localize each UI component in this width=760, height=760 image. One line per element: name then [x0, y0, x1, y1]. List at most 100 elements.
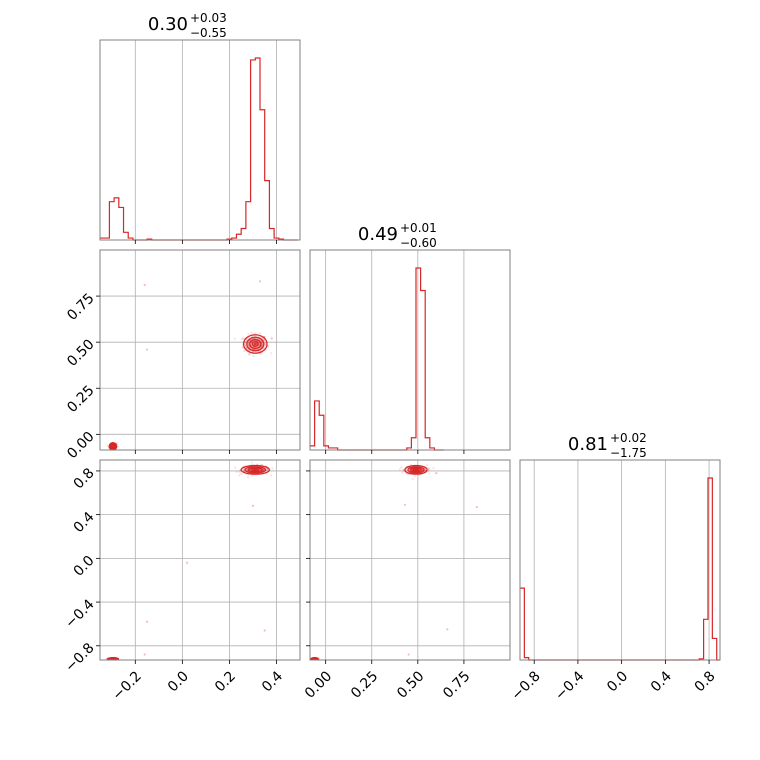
scatter-outlier — [251, 350, 255, 353]
panel-title: 0.30 +0.03−0.55 — [148, 11, 227, 40]
scatter-point — [251, 461, 254, 464]
scatter-point — [426, 464, 429, 467]
scatter-point — [243, 341, 247, 344]
contour-level-2 — [244, 466, 267, 474]
histogram-step-line — [310, 267, 444, 451]
y-tick-label: 0.25 — [64, 383, 97, 416]
scatter-point — [238, 474, 241, 477]
contour-level-2 — [407, 466, 425, 474]
scatter-point — [248, 352, 251, 355]
scatter-outlier — [143, 653, 146, 656]
scatter-point — [261, 343, 264, 346]
density-peak — [253, 342, 257, 346]
y-tick-label: 0.00 — [64, 429, 97, 462]
density-peak — [111, 658, 114, 660]
scatter-point — [398, 468, 401, 471]
scatter-point — [247, 341, 250, 344]
contour-level-4 — [110, 657, 116, 660]
title-upper-error: +0.02 — [610, 431, 647, 445]
scatter-point — [241, 346, 244, 350]
scatter-point — [271, 467, 274, 470]
axes-frame — [309, 249, 511, 451]
scatter-point — [258, 332, 262, 335]
contour-level-3 — [247, 467, 263, 473]
scatter-point — [424, 468, 427, 471]
scatter-point — [242, 469, 246, 472]
y-tick-label: −0.8 — [62, 640, 97, 675]
title-median: 0.30 — [148, 14, 188, 35]
scatter-outlier — [185, 561, 189, 564]
title-median: 0.49 — [358, 224, 398, 245]
axes-frame — [309, 459, 511, 661]
x-tick-label: 0.25 — [348, 668, 381, 701]
scatter-outlier — [270, 337, 273, 340]
scatter-point — [243, 341, 247, 344]
title-lower-error: −0.55 — [190, 26, 227, 40]
title-upper-error: +0.01 — [400, 221, 437, 235]
x-tick-label: 0.50 — [394, 668, 427, 701]
histogram-panel-1: 0.30 +0.03−0.55 — [99, 11, 301, 244]
scatter-point — [270, 352, 273, 355]
scatter-point — [234, 466, 237, 469]
scatter-point — [245, 346, 248, 349]
panel-title: 0.49 +0.01−0.60 — [358, 221, 437, 250]
contour-level-4 — [110, 444, 116, 449]
contour-level-1 — [240, 464, 271, 475]
scatter-outlier — [143, 283, 146, 287]
contour-level-4 — [251, 341, 259, 347]
scatter-point — [233, 337, 236, 340]
y-tick-label: 0.50 — [64, 337, 97, 370]
scatter-point — [264, 343, 267, 346]
y-tick-label: 0.75 — [64, 290, 97, 323]
title-lower-error: −0.60 — [400, 236, 437, 250]
contour-level-4 — [312, 657, 317, 660]
scatter-point — [251, 474, 254, 477]
histogram-step-line — [520, 477, 720, 661]
scatter-point — [402, 468, 405, 471]
x-tick-label: 0.0 — [604, 668, 631, 695]
title-lower-error: −1.75 — [610, 446, 647, 460]
scatter-point — [243, 349, 246, 352]
density-peak — [111, 445, 114, 448]
x-tick-label: −0.4 — [552, 668, 587, 703]
density-peak — [414, 469, 418, 471]
scatter-panel-1-3: −0.8 −0.4 0.0 0.4 0.8 −0.2 0.0 0.2 0.4 — [62, 459, 301, 704]
scatter-outlier — [145, 620, 149, 623]
panel-title: 0.81 +0.02−1.75 — [568, 431, 647, 460]
histogram-panel-3: −0.8 −0.4 0.0 0.4 0.8 0.81 +0.02−1.75 — [508, 431, 721, 704]
density-peak — [313, 658, 316, 660]
scatter-point — [235, 470, 238, 473]
scatter-outlier — [145, 348, 149, 351]
scatter-outlier — [263, 629, 266, 632]
scatter-outlier — [435, 472, 438, 475]
scatter-point — [117, 445, 120, 448]
scatter-point — [262, 468, 265, 471]
contour-level-2 — [109, 443, 117, 450]
scatter-point — [427, 467, 431, 470]
scatter-point — [246, 476, 250, 479]
scatter-point — [247, 332, 250, 336]
scatter-point — [267, 344, 270, 347]
x-tick-label: −0.8 — [508, 668, 543, 703]
histogram-step-line — [100, 57, 298, 241]
scatter-point — [244, 340, 247, 343]
scatter-point — [263, 338, 266, 342]
title-upper-error: +0.03 — [190, 11, 227, 25]
scatter-point — [246, 347, 249, 350]
scatter-point — [248, 353, 251, 356]
scatter-point — [242, 337, 245, 340]
scatter-point — [421, 468, 424, 471]
histogram-panel-2: 0.49 +0.01−0.60 — [309, 221, 511, 454]
scatter-point — [262, 468, 265, 471]
scatter-marks — [310, 463, 478, 660]
scatter-point — [400, 466, 403, 469]
x-tick-label: 0.2 — [212, 668, 239, 695]
y-tick-label: 0.8 — [71, 465, 98, 492]
y-tick-label: −0.4 — [62, 596, 97, 631]
scatter-point — [238, 470, 241, 474]
scatter-point — [265, 468, 268, 471]
scatter-point — [426, 467, 430, 470]
scatter-point — [428, 468, 431, 471]
density-peak — [253, 469, 258, 471]
